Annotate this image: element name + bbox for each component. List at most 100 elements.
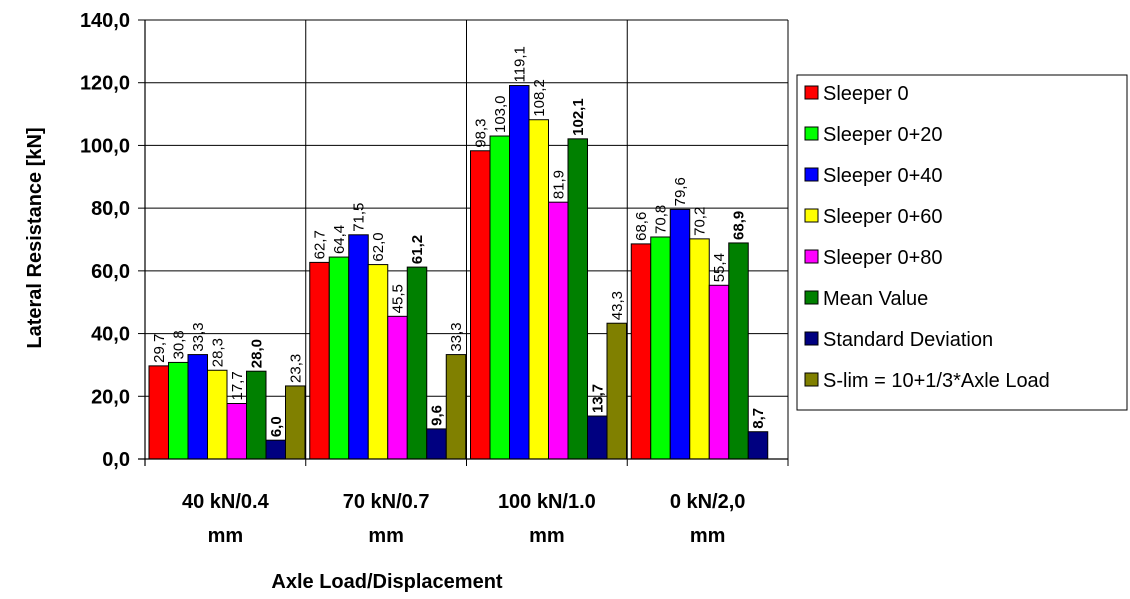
- bar: [426, 428, 447, 460]
- data-label: 70,8: [653, 205, 670, 234]
- y-tick-labels: 0,0 20,0 40,0 60,0 80,0 100,0 120,0 140,0: [80, 10, 130, 471]
- data-label: 29,7: [151, 334, 168, 363]
- x-axis-title: Axle Load/Displacement: [271, 571, 503, 593]
- legend-swatch: [804, 249, 819, 264]
- bar: [728, 242, 749, 460]
- data-label: 33,3: [448, 322, 465, 351]
- y-tick-label: 60,0: [91, 261, 130, 283]
- data-label: 43,3: [609, 291, 626, 320]
- data-label: 61,2: [409, 235, 426, 264]
- legend-swatch: [804, 372, 819, 387]
- bar: [387, 315, 408, 460]
- data-label: 30,8: [170, 330, 187, 359]
- data-label: 6,0: [268, 416, 285, 437]
- data-label: 28,0: [248, 339, 265, 368]
- y-tick-label: 140,0: [80, 10, 130, 32]
- category-label: mm: [690, 525, 726, 547]
- bar: [650, 236, 671, 460]
- y-tick-label: 40,0: [91, 324, 130, 346]
- legend-item: Standard Deviation: [823, 329, 993, 351]
- bars: [148, 85, 769, 460]
- data-label: 55,4: [711, 253, 728, 282]
- legend-item: Sleeper 0+40: [823, 165, 943, 187]
- axes: [138, 19, 789, 466]
- legend-item: S-lim = 10+1/3*Axle Load: [823, 370, 1050, 392]
- category-labels: 40 kN/0.4 mm 70 kN/0.7 mm 100 kN/1.0 mm 0 kN/2…: [182, 491, 745, 547]
- bar: [285, 385, 306, 460]
- grid: [145, 19, 789, 459]
- data-label: 62,7: [312, 230, 329, 259]
- data-label: 119,1: [511, 46, 528, 82]
- bar: [606, 322, 627, 460]
- bar: [567, 138, 588, 460]
- legend-item: Sleeper 0+60: [823, 206, 943, 228]
- data-label: 70,2: [692, 207, 709, 236]
- data-label: 68,9: [731, 211, 748, 240]
- legend-item: Sleeper 0+20: [823, 124, 943, 146]
- data-label: 8,7: [750, 408, 767, 429]
- bar: [348, 234, 369, 460]
- category-label: 40 kN/0.4: [182, 491, 270, 513]
- legend-swatch: [804, 208, 819, 223]
- y-tick-label: 120,0: [80, 73, 130, 95]
- data-label: 23,3: [287, 354, 304, 383]
- bar: [406, 266, 428, 460]
- legend-item: Mean Value: [823, 288, 928, 310]
- data-label: 28,3: [209, 338, 226, 367]
- bar: [528, 119, 549, 460]
- data-label: 68,6: [633, 212, 650, 241]
- bar: [265, 439, 286, 460]
- bar: [168, 361, 189, 460]
- data-label: 98,3: [472, 119, 489, 148]
- legend-box: [796, 74, 1128, 411]
- data-label: 17,7: [229, 371, 246, 400]
- y-tick-label: 0,0: [102, 449, 130, 471]
- bar: [207, 369, 228, 460]
- bar: [246, 370, 267, 460]
- bar: [747, 431, 769, 460]
- legend-item: Sleeper 0: [823, 83, 909, 105]
- data-label: 62,0: [370, 232, 387, 261]
- data-label: 81,9: [550, 170, 567, 199]
- bar: [367, 264, 389, 460]
- bar: [187, 354, 208, 460]
- bar: [509, 85, 530, 460]
- legend-item: Sleeper 0+80: [823, 247, 943, 269]
- bar: [630, 243, 652, 460]
- y-tick-label: 20,0: [91, 386, 130, 408]
- y-tick-label: 80,0: [91, 198, 130, 220]
- data-labels: 29,7 62,7 98,3 68,6 30,8 64,4 103,0 70,8 33,3 71,…: [151, 46, 767, 437]
- bar: [489, 135, 510, 460]
- bar: [689, 238, 710, 460]
- data-label: 71,5: [351, 203, 368, 232]
- legend-swatch: [804, 85, 819, 100]
- data-label: 45,5: [390, 284, 407, 313]
- bar: [226, 402, 247, 460]
- bar: [148, 365, 169, 460]
- bar: [708, 284, 730, 460]
- legend-swatch: [804, 331, 819, 346]
- legend-swatch: [804, 126, 819, 141]
- category-label: mm: [529, 525, 565, 547]
- bar: [548, 201, 569, 460]
- legend-swatch: [804, 290, 819, 305]
- category-label: 0 kN/2,0: [670, 491, 746, 513]
- category-label: 70 kN/0.7: [343, 491, 430, 513]
- y-axis-title: Lateral Resistance [kN]: [24, 127, 46, 348]
- category-label: 100 kN/1.0: [498, 491, 596, 513]
- category-label: mm: [208, 525, 244, 547]
- data-label: 13,7: [589, 384, 606, 413]
- y-tick-label: 100,0: [80, 135, 130, 157]
- data-label: 108,2: [531, 79, 548, 117]
- data-label: 79,6: [672, 177, 689, 206]
- data-label: 102,1: [570, 98, 587, 136]
- category-label: mm: [368, 525, 404, 547]
- bar: [309, 261, 330, 460]
- bar: [587, 415, 608, 460]
- legend: Sleeper 0 Sleeper 0+20 Sleeper 0+40 Sleeper…: [796, 74, 1128, 411]
- legend-swatch: [804, 167, 819, 182]
- bar: [445, 354, 467, 460]
- data-label: 9,6: [429, 405, 446, 426]
- data-label: 103,0: [492, 95, 509, 133]
